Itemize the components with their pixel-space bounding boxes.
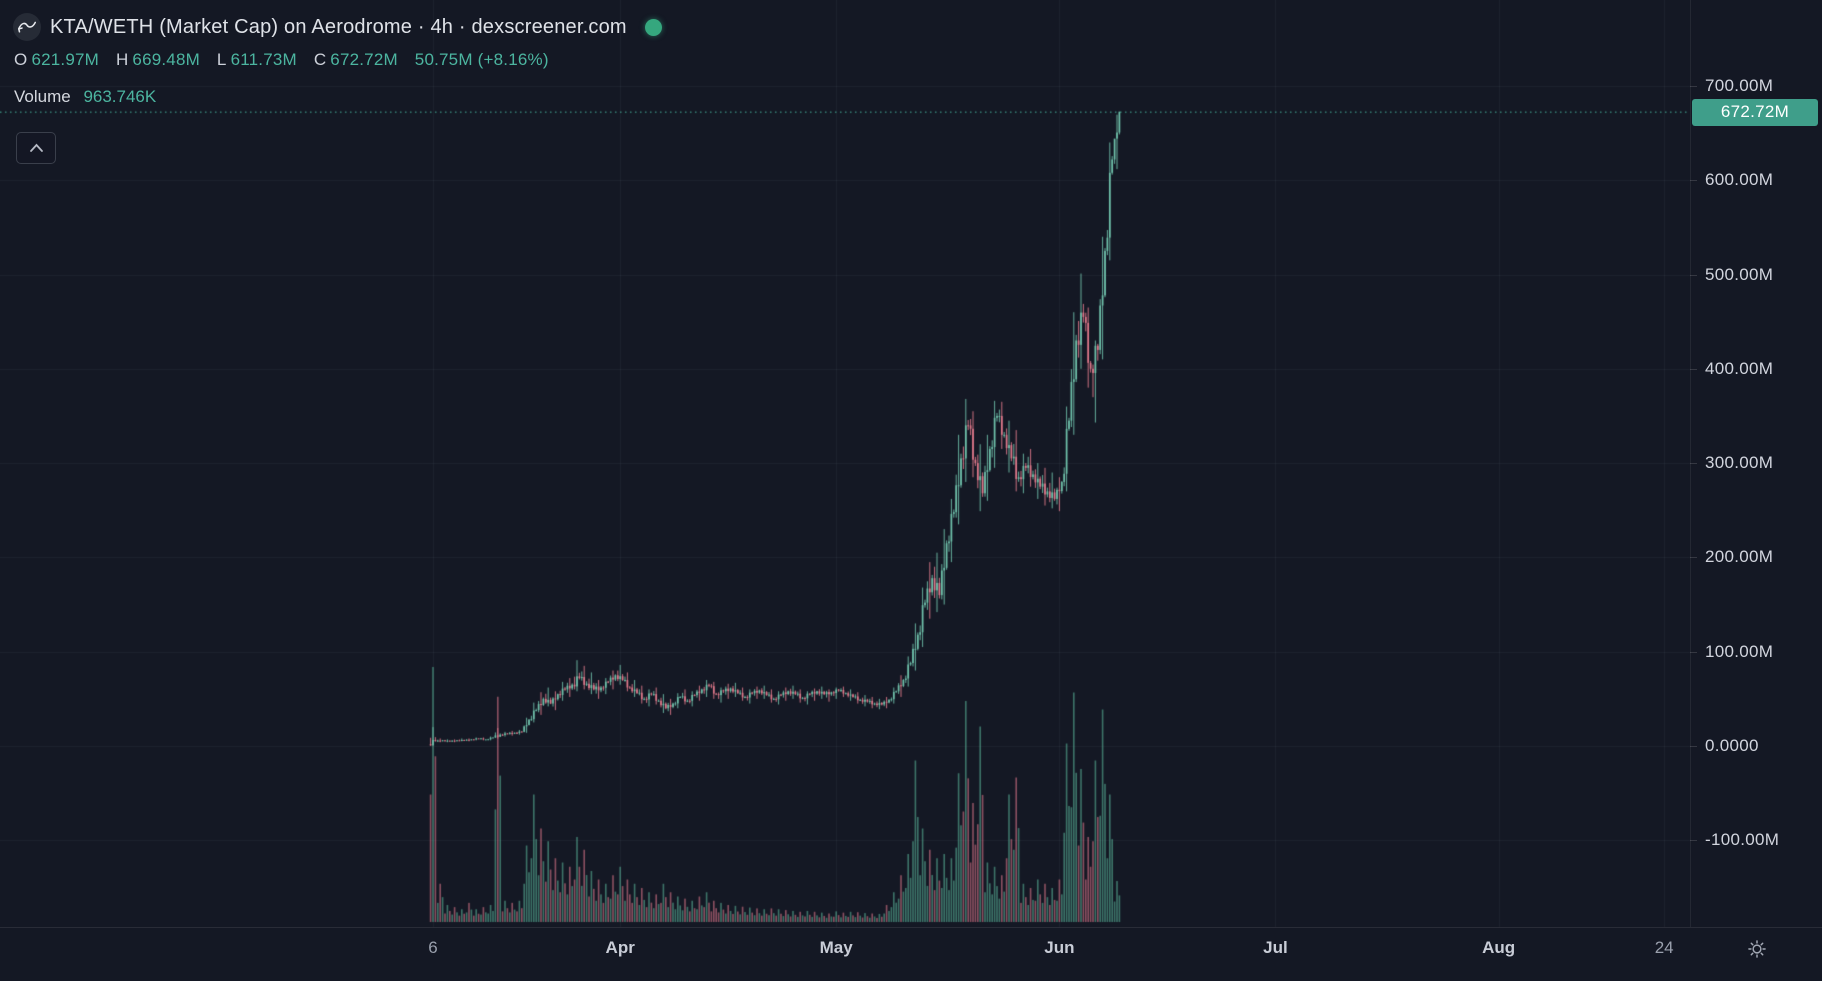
gear-icon (1748, 940, 1766, 958)
change-value: 50.75M (+8.16%) (414, 50, 549, 69)
page-title: KTA/WETH (Market Cap) on Aerodrome · 4h … (50, 15, 627, 38)
price-axis-label: 600.00M (1705, 170, 1774, 190)
price-axis-tick (1690, 180, 1697, 182)
price-axis-label: 500.00M (1705, 264, 1774, 284)
volume-legend: Volume 963.746K (14, 87, 156, 107)
time-axis-label: May (819, 938, 853, 957)
time-axis-label: Aug (1482, 938, 1516, 957)
price-axis[interactable]: 672.72M 700.00M 600.00M 500.00M 400.00M 300.… (1690, 0, 1822, 927)
volume-label: Volume (14, 87, 71, 106)
low-label: L (216, 50, 227, 69)
open-value: 621.97M (31, 50, 99, 69)
open-label: O (14, 50, 28, 69)
price-axis-label: 700.00M (1705, 75, 1774, 95)
ohlc-legend: O 621.97M H 669.48M L 611.73M C 672.72M 50.7… (14, 50, 561, 70)
price-axis-label: 200.00M (1705, 547, 1774, 567)
collapse-legend-button[interactable] (16, 132, 56, 164)
close-label: C (313, 50, 327, 69)
price-axis-tick (1690, 463, 1697, 465)
price-axis-tick (1690, 746, 1697, 747)
price-axis-label: 300.00M (1705, 453, 1774, 473)
price-axis-tick (1690, 840, 1697, 842)
high-value: 669.48M (132, 50, 200, 69)
time-axis-label: 24 (1654, 938, 1674, 957)
volume-value: 963.746K (83, 87, 157, 106)
high-label: H (115, 50, 129, 69)
time-axis-label: 6 (428, 938, 438, 957)
chevron-up-icon (29, 143, 43, 152)
price-axis-label: 100.00M (1705, 641, 1774, 661)
chart-header: KTA/WETH (Market Cap) on Aerodrome · 4h … (13, 13, 662, 41)
price-axis-tick (1690, 368, 1697, 370)
last-price-badge: 672.72M (1692, 98, 1818, 126)
time-axis[interactable]: 6 Apr May Jun Jul Aug 24 (0, 927, 1822, 981)
price-axis-tick (1690, 274, 1697, 276)
live-status-dot (644, 18, 662, 36)
axis-settings-button[interactable] (1744, 936, 1770, 962)
price-axis-tick (1690, 557, 1697, 559)
price-axis-tick (1690, 651, 1697, 653)
price-axis-label: 0.0000 (1705, 736, 1759, 755)
price-axis-tick (1690, 85, 1697, 87)
time-axis-label: Jul (1263, 938, 1288, 957)
price-axis-label: -100.00M (1705, 830, 1780, 850)
time-axis-label: Jun (1044, 938, 1075, 957)
low-value: 611.73M (230, 50, 297, 69)
price-axis-label: 400.00M (1705, 358, 1774, 378)
dexscreener-logo-icon (13, 13, 41, 41)
time-axis-label: Apr (605, 938, 635, 957)
close-value: 672.72M (330, 50, 398, 69)
